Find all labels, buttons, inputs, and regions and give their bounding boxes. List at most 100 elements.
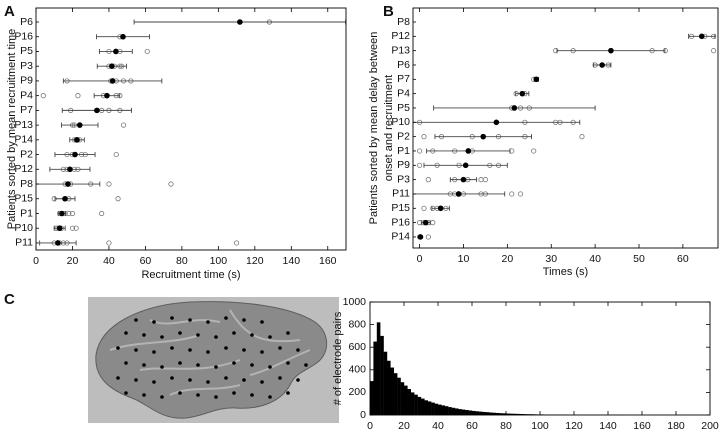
electrode xyxy=(296,378,300,382)
electrode xyxy=(268,395,272,399)
electrode xyxy=(196,333,200,337)
x-tick-label: 100 xyxy=(210,255,228,267)
electrode xyxy=(160,395,164,399)
electrode xyxy=(242,318,246,322)
mean-point xyxy=(109,78,116,84)
x-axis-label: Recruitment time (s) xyxy=(141,269,240,281)
electrode xyxy=(304,363,308,367)
mean-point xyxy=(104,92,110,99)
trial-point xyxy=(73,225,79,231)
electrode xyxy=(142,363,146,367)
histogram-bar xyxy=(397,377,401,415)
histogram-bar xyxy=(417,396,422,415)
y-tick-label: 1000 xyxy=(343,296,367,308)
panel-label: A xyxy=(4,3,15,20)
y-tick-label: 0 xyxy=(360,409,366,421)
histogram-bar xyxy=(489,412,493,415)
x-tick-label: 20 xyxy=(67,255,79,267)
trial-point xyxy=(430,220,436,226)
category-label: P8 xyxy=(397,16,410,28)
histogram-bar xyxy=(509,413,513,415)
electrode xyxy=(286,391,290,395)
electrode xyxy=(178,391,182,395)
y-tick-label: 800 xyxy=(348,318,366,330)
electrode xyxy=(260,350,264,354)
trial-point xyxy=(40,93,46,99)
histogram-bar xyxy=(451,407,456,415)
category-label: P8 xyxy=(20,178,33,190)
histogram-bar xyxy=(461,409,466,415)
category-label: P14 xyxy=(391,231,410,243)
mean-point xyxy=(67,166,73,173)
electrode xyxy=(224,346,228,350)
histogram-bar xyxy=(404,385,408,415)
histogram-bar xyxy=(410,392,415,415)
plot-frame xyxy=(412,7,719,249)
x-tick-label: 140 xyxy=(599,420,617,431)
category-label: P4 xyxy=(397,87,410,99)
mean-point xyxy=(76,122,83,128)
histogram-bar xyxy=(465,410,469,415)
category-label: P4 xyxy=(20,89,33,101)
trial-point xyxy=(425,234,431,240)
trial-point xyxy=(711,48,717,54)
electrodes xyxy=(116,316,308,399)
category-label: P3 xyxy=(397,173,410,185)
x-tick-label: 0 xyxy=(367,420,373,431)
trial-point xyxy=(517,191,524,197)
histogram-bar xyxy=(407,389,411,415)
mean-point xyxy=(422,219,429,226)
histogram-bar xyxy=(383,351,388,415)
electrode xyxy=(134,318,138,322)
x-tick-label: 0 xyxy=(33,255,39,267)
electrode xyxy=(250,333,254,337)
histogram-bar xyxy=(444,406,449,415)
histogram-bar xyxy=(414,394,418,415)
y-axis-label: Patients sorted by mean recruitment time xyxy=(6,29,18,230)
histogram-bar xyxy=(400,382,405,415)
plot-area xyxy=(370,322,666,415)
mean-point xyxy=(120,33,126,40)
trial-point xyxy=(531,148,537,154)
histogram-bar xyxy=(438,404,442,415)
trial-point xyxy=(421,134,427,140)
electrode xyxy=(268,335,272,339)
y-tick-label: 200 xyxy=(348,386,366,398)
x-tick-label: 20 xyxy=(398,420,410,431)
histogram-bar xyxy=(393,373,398,415)
electrode xyxy=(242,348,246,352)
electrode xyxy=(250,363,254,367)
mean-point xyxy=(519,90,526,97)
electrode xyxy=(160,365,164,369)
x-tick-label: 120 xyxy=(246,255,264,267)
category-label: P13 xyxy=(391,44,410,56)
histogram-bar xyxy=(458,409,462,415)
plot-frame xyxy=(369,301,711,416)
mean-point xyxy=(65,181,71,187)
mean-point xyxy=(62,195,68,202)
electrode xyxy=(124,331,128,335)
histogram-bar xyxy=(492,412,496,415)
histogram-bar xyxy=(424,400,428,415)
electrode xyxy=(178,331,182,335)
histogram-bar xyxy=(523,414,527,415)
mean-point xyxy=(533,76,540,83)
mean-point xyxy=(437,205,444,212)
mean-point xyxy=(109,63,115,69)
mean-point xyxy=(493,119,500,126)
electrode xyxy=(232,361,236,365)
electrode xyxy=(296,348,300,352)
category-label: P6 xyxy=(20,16,33,28)
electrode xyxy=(196,363,200,367)
category-label: P10 xyxy=(14,222,33,234)
category-label: P3 xyxy=(20,60,33,72)
trial-point xyxy=(75,93,81,99)
x-tick-label: 50 xyxy=(633,253,645,265)
trial-point xyxy=(509,191,515,197)
trial-point xyxy=(69,210,76,217)
mean-point xyxy=(480,133,487,140)
trial-point xyxy=(66,210,72,217)
histogram-bar xyxy=(390,367,394,415)
y-axis-label: onset and recruitment xyxy=(383,75,395,181)
